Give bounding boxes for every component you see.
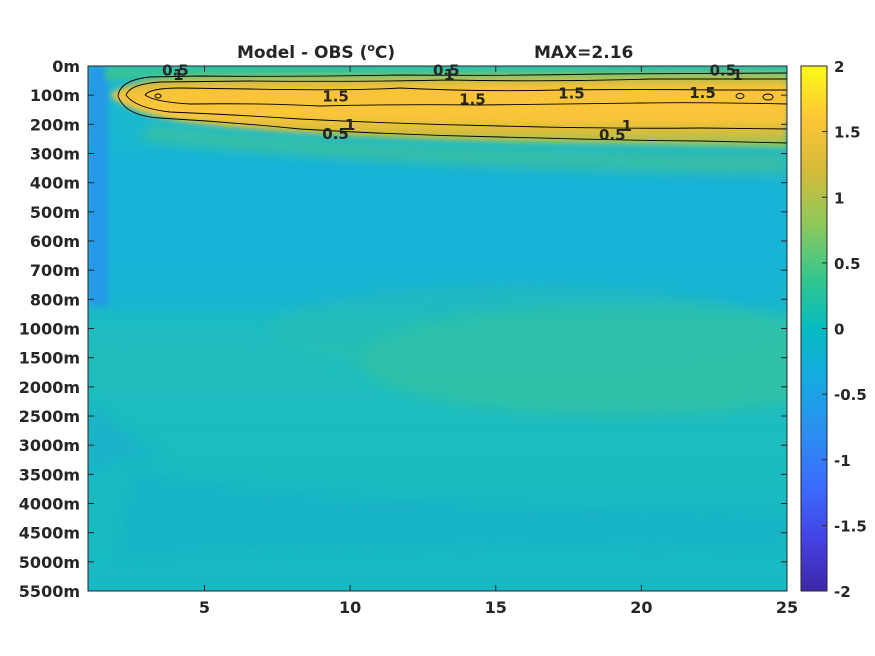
colorbar-tick-label: -2 xyxy=(834,583,851,601)
contour-1-lower xyxy=(125,94,787,130)
contour-label: 1 xyxy=(444,66,454,84)
contour-label: 0.5 xyxy=(322,125,349,143)
title-right: MAX=2.16 xyxy=(534,43,633,63)
colorbar-tick-label: 0.5 xyxy=(834,255,861,273)
y-tick-label: 100m xyxy=(30,86,80,105)
y-tick-label: 2000m xyxy=(19,378,80,397)
contour-0.5-lower xyxy=(117,95,787,144)
y-tick-label: 0m xyxy=(52,57,80,76)
colorbar: 2 1.5 1 0.5 0 -0.5 -1 -1.5 -2 xyxy=(800,58,867,601)
y-tick-label: 200m xyxy=(30,115,80,134)
contour-0.5 xyxy=(117,72,787,97)
y-tick-label: 5000m xyxy=(19,553,80,572)
colorbar-ticks: 2 1.5 1 0.5 0 -0.5 -1 -1.5 -2 xyxy=(822,58,867,601)
x-tick-label: 10 xyxy=(339,598,361,617)
x-tick-label: 15 xyxy=(485,598,507,617)
y-tick-label: 4000m xyxy=(19,495,80,514)
contour-1.5 xyxy=(144,87,787,96)
y-axis: 0m 100m 200m 300m 400m 500m 600m 700m 800m 1000m 1… xyxy=(19,57,787,601)
contour-1.5-lower xyxy=(144,94,787,107)
y-tick-label: 1000m xyxy=(19,320,80,339)
y-tick-label: 400m xyxy=(30,174,80,193)
x-tick-label: 20 xyxy=(630,598,652,617)
contour-label: 1.5 xyxy=(689,84,716,102)
contour-label: 1.5 xyxy=(558,85,585,103)
y-tick-label: 3000m xyxy=(19,436,80,455)
y-tick-label: 4500m xyxy=(19,524,80,543)
y-tick-label: 500m xyxy=(30,203,80,222)
colorbar-tick-label: -0.5 xyxy=(834,386,867,404)
y-tick-label: 5500m xyxy=(19,582,80,601)
heatmap-field xyxy=(88,66,787,591)
x-axis: 5 10 15 20 25 xyxy=(199,66,798,617)
contour-label: 1 xyxy=(345,116,355,134)
contour-label: 1.5 xyxy=(322,88,349,106)
contour-1 xyxy=(125,78,787,96)
contour-label: 1 xyxy=(732,66,742,84)
contour-label: 0.5 xyxy=(599,126,626,144)
y-tick-label: 600m xyxy=(30,232,80,251)
colorbar-tick-label: 1 xyxy=(834,189,844,207)
y-tick-label: 2500m xyxy=(19,407,80,426)
colorbar-tick-label: -1.5 xyxy=(834,517,867,535)
y-tick-label: 800m xyxy=(30,290,80,309)
y-tick-label: 3500m xyxy=(19,465,80,484)
colorbar-tick-label: 1.5 xyxy=(834,124,861,142)
colorbar-tick-label: -1 xyxy=(834,452,851,470)
title-left: Model - OBS (oC) xyxy=(237,41,395,63)
colorbar-tick-label: 0 xyxy=(834,321,844,339)
contour-label: 1.5 xyxy=(459,91,486,109)
contour-lines xyxy=(117,72,787,144)
contour-label: 1 xyxy=(173,66,183,84)
x-tick-label: 5 xyxy=(199,598,210,617)
contour-label: 1 xyxy=(622,117,632,135)
y-tick-label: 1500m xyxy=(19,349,80,368)
x-tick-label: 25 xyxy=(776,598,798,617)
y-tick-label: 300m xyxy=(30,145,80,164)
y-tick-label: 700m xyxy=(30,261,80,280)
colorbar-tick-label: 2 xyxy=(834,58,844,76)
